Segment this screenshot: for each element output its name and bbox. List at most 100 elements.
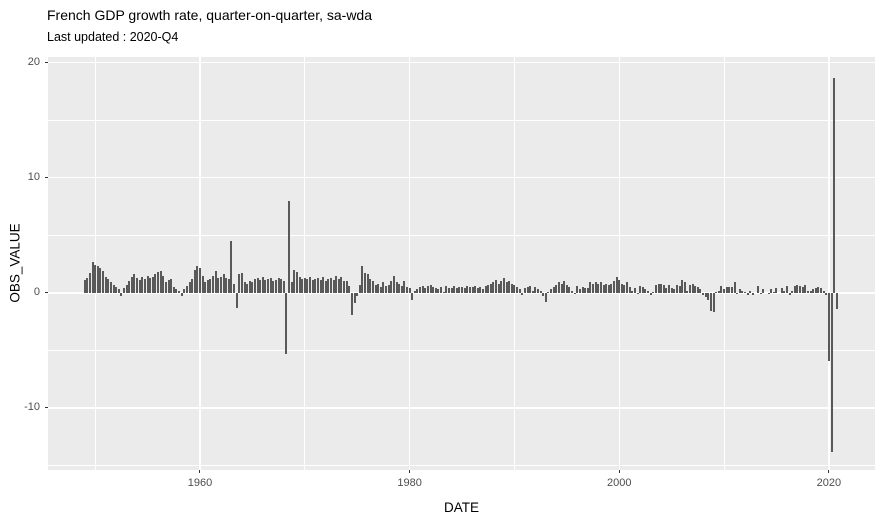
bar	[83, 280, 86, 293]
gridline-major	[199, 57, 201, 470]
bar	[206, 280, 209, 293]
bar	[502, 277, 505, 293]
bar	[550, 289, 553, 293]
bar	[694, 285, 697, 293]
bar	[688, 284, 691, 293]
x-tick-label: 1980	[397, 477, 422, 489]
bar	[568, 287, 571, 293]
bar	[563, 281, 566, 293]
bar	[117, 289, 120, 293]
bar	[348, 285, 351, 293]
bar	[668, 284, 671, 293]
bar	[723, 289, 726, 293]
bar	[125, 284, 128, 293]
bar	[785, 285, 788, 293]
bar	[392, 275, 395, 293]
bar	[481, 289, 484, 293]
bar	[665, 288, 668, 293]
bar	[812, 289, 815, 293]
bar	[256, 277, 259, 293]
bar	[374, 284, 377, 293]
bar	[442, 291, 445, 293]
bar	[385, 285, 388, 293]
bar	[602, 284, 605, 293]
x-tick-mark	[409, 470, 411, 473]
bar	[219, 276, 222, 293]
gridline-minor	[304, 57, 306, 470]
gridline-major	[48, 62, 875, 64]
bar	[450, 288, 453, 293]
bar	[474, 285, 477, 293]
y-tick-label: 0	[33, 286, 40, 299]
bar	[364, 273, 367, 293]
bar	[191, 279, 194, 293]
bar	[395, 282, 398, 293]
bar	[799, 285, 802, 293]
bar	[122, 288, 125, 293]
bar	[573, 292, 576, 294]
bar	[594, 282, 597, 293]
bar	[510, 283, 513, 293]
bar	[505, 282, 508, 293]
bar	[259, 280, 262, 293]
bar	[793, 285, 796, 293]
bar	[303, 277, 306, 293]
bar	[193, 269, 196, 293]
bar	[143, 279, 146, 293]
bar	[233, 283, 236, 293]
bar	[654, 284, 657, 293]
x-tick-label: 2020	[816, 477, 842, 489]
bar	[149, 277, 152, 293]
bar	[605, 283, 608, 293]
bar	[214, 270, 217, 293]
bar	[196, 266, 199, 293]
bar	[248, 281, 251, 293]
bar	[96, 266, 99, 293]
bar	[246, 283, 249, 293]
bar	[332, 280, 335, 293]
bar	[416, 289, 419, 293]
bar	[775, 288, 778, 293]
bar	[426, 285, 429, 293]
bar	[387, 284, 390, 293]
bar	[526, 287, 529, 293]
gridline-minor	[94, 57, 96, 470]
bar	[88, 273, 91, 293]
bar	[151, 276, 154, 293]
bar	[447, 288, 450, 293]
bar	[86, 277, 89, 293]
bar	[411, 292, 414, 300]
bar	[733, 282, 736, 293]
bar	[652, 291, 655, 293]
bar	[243, 282, 246, 293]
bar	[744, 291, 747, 293]
bar	[822, 290, 825, 293]
bar	[523, 288, 526, 293]
gridline-minor	[723, 57, 725, 470]
bar	[820, 288, 823, 293]
bar	[513, 284, 516, 293]
bar	[345, 281, 348, 293]
bar	[720, 285, 723, 293]
bar	[683, 282, 686, 293]
bar	[699, 289, 702, 293]
bar	[183, 289, 186, 293]
bar	[555, 284, 558, 293]
bar	[702, 292, 705, 296]
bar	[489, 283, 492, 293]
bar	[288, 200, 291, 293]
bar	[607, 284, 610, 293]
bar	[581, 287, 584, 293]
bar	[343, 281, 346, 293]
y-tick-label: 10	[27, 171, 40, 184]
bar	[801, 287, 804, 293]
bar	[293, 269, 296, 293]
bar	[691, 283, 694, 293]
bar	[738, 289, 741, 293]
gridline-minor	[48, 234, 875, 236]
bar	[772, 291, 775, 293]
bar	[458, 287, 461, 293]
y-tick-mark	[45, 62, 48, 64]
bar	[413, 290, 416, 293]
bar	[277, 277, 280, 293]
